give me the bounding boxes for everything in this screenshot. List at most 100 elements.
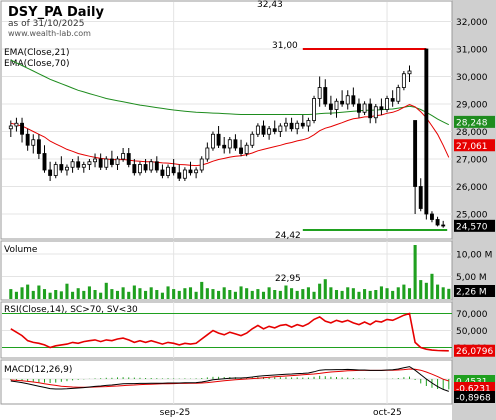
candle-body xyxy=(250,133,255,146)
candle-body xyxy=(312,98,316,121)
candle-body xyxy=(233,139,238,149)
volume-bar xyxy=(48,292,52,299)
volume-bar xyxy=(149,287,153,299)
volume-bar xyxy=(9,289,13,299)
price-tick-label: 31,000 xyxy=(456,46,488,56)
candle-body xyxy=(407,70,412,75)
volume-bar xyxy=(368,290,372,299)
volume-bar xyxy=(37,285,41,299)
volume-bar xyxy=(379,286,383,299)
volume-bar xyxy=(121,287,125,299)
macd-series xyxy=(10,366,450,392)
candle-body xyxy=(194,169,199,174)
volume-bar xyxy=(20,287,24,299)
volume-bar xyxy=(222,287,226,299)
volume-bar xyxy=(441,287,445,299)
volume-bar xyxy=(312,291,316,299)
candle-body xyxy=(149,161,154,171)
volume-bar xyxy=(436,284,440,299)
low-line-label: 24,42 xyxy=(275,231,301,241)
volume-bar xyxy=(183,288,187,299)
volume-bar xyxy=(402,284,406,299)
volume-bar xyxy=(256,289,260,299)
candle-body xyxy=(261,125,266,135)
candle-body xyxy=(317,87,322,99)
volume-bar xyxy=(301,289,305,299)
volume-bar xyxy=(346,287,350,299)
volume-bar xyxy=(363,289,367,299)
price-tick-label: 32,000 xyxy=(456,18,488,28)
volume-bar xyxy=(71,291,75,299)
rsi-last-label: 26,0796 xyxy=(456,347,493,357)
candle-body xyxy=(373,106,378,119)
volume-bar xyxy=(284,285,288,299)
rsi-line xyxy=(10,312,449,352)
volume-bar xyxy=(54,290,58,299)
candle-body xyxy=(98,158,103,168)
candle-body xyxy=(306,120,311,127)
volume-bar xyxy=(59,291,63,299)
volume-bar xyxy=(447,288,451,299)
volume-series xyxy=(9,245,451,299)
candle-body xyxy=(36,139,41,154)
volume-tick-label: 10,00 M xyxy=(456,251,492,261)
candle-body xyxy=(199,158,204,171)
rsi-series xyxy=(2,312,452,352)
volume-bar xyxy=(318,283,322,299)
grid-lines xyxy=(2,2,452,404)
candle-body xyxy=(166,166,170,176)
volume-bar xyxy=(205,288,209,299)
candle-body xyxy=(255,125,260,135)
chart-title: DSY_PA Daily xyxy=(8,5,104,20)
volume-bar xyxy=(217,290,221,299)
ema21-last-label-box xyxy=(454,139,495,152)
volume-bar xyxy=(391,290,395,299)
candle-body xyxy=(413,120,418,187)
volume-bar xyxy=(177,290,181,299)
volume-bar xyxy=(323,279,327,299)
volume-bar xyxy=(104,282,108,299)
candle-body xyxy=(42,153,47,171)
date-tick-label: sep-25 xyxy=(160,408,191,418)
volume-bar xyxy=(278,290,282,299)
macd-panel xyxy=(0,359,453,405)
candle-body xyxy=(182,169,187,179)
candle-body xyxy=(430,213,434,220)
candle-body xyxy=(20,122,24,135)
candle-body xyxy=(171,166,176,174)
price-tick-label: 30,000 xyxy=(456,73,488,83)
candle-body xyxy=(345,95,350,105)
candle-body xyxy=(14,122,19,127)
volume-bar xyxy=(211,289,215,299)
macd-line xyxy=(10,366,449,392)
volume-bar xyxy=(194,291,198,299)
ema70-legend: EMA(Close,70) xyxy=(4,59,69,69)
volume-bar xyxy=(115,290,120,299)
candle-body xyxy=(401,73,406,88)
candle-body xyxy=(216,133,221,146)
ema70-last-label: 28,248 xyxy=(456,118,488,128)
candle-body xyxy=(385,98,389,110)
candle-body xyxy=(368,103,373,119)
macd-title: MACD(12,26,9) xyxy=(4,365,72,375)
volume-bar xyxy=(188,287,193,299)
candle-body xyxy=(160,169,165,176)
candle-body xyxy=(211,133,215,149)
candle-body xyxy=(272,128,277,132)
candle-body xyxy=(435,219,440,226)
candle-body xyxy=(143,164,148,171)
candle-body xyxy=(267,128,272,135)
volume-bar xyxy=(144,290,148,299)
high-line-label: 31,00 xyxy=(272,41,298,51)
candle-body xyxy=(244,144,249,154)
candle-body xyxy=(334,100,339,110)
volume-bar xyxy=(357,291,361,299)
candle-body xyxy=(138,164,142,174)
candle-body xyxy=(53,164,58,176)
candle-body xyxy=(115,158,120,165)
volume-bar xyxy=(329,287,333,299)
candle-body xyxy=(121,153,126,160)
volume-bar xyxy=(172,289,176,299)
